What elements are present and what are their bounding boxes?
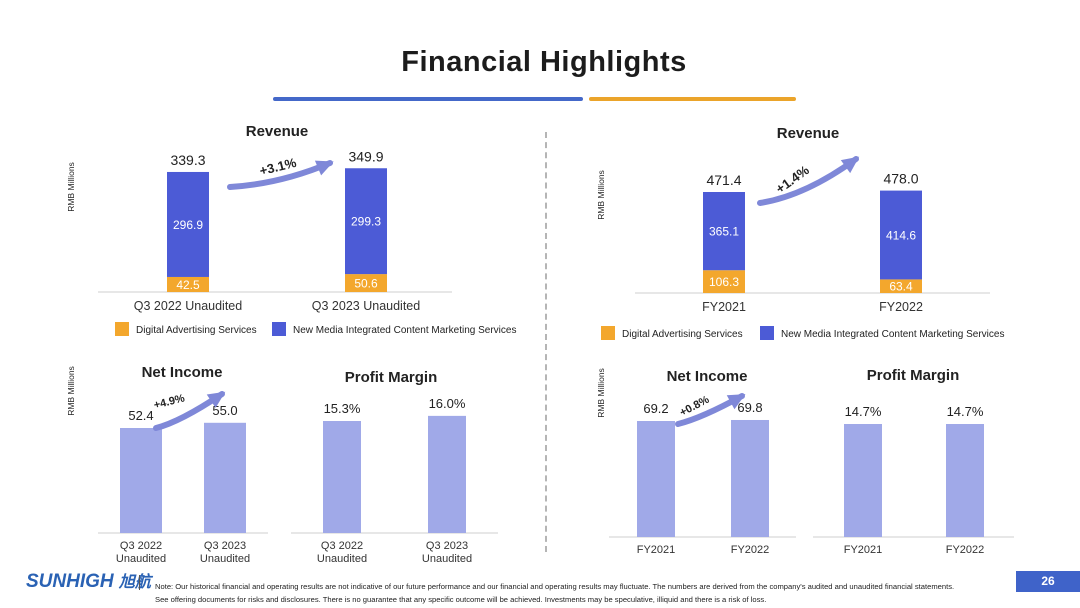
revenue-category-label: FY2022 [879,300,923,314]
revenue-digital-advertising-value: 50.6 [354,277,378,291]
legend-label-content-marketing: New Media Integrated Content Marketing S… [293,325,516,336]
legend-label-content-marketing: New Media Integrated Content Marketing S… [781,329,1004,340]
revenue-y-axis-label: RMB Millions [66,162,76,212]
revenue-total-label: 349.9 [348,148,383,164]
net-income-q3-value-label: 52.4 [128,408,153,423]
net-income-fy-category-label: FY2021 [637,544,676,556]
net-income-q3-growth-label: +4.9% [153,392,187,411]
revenue-category-label: FY2021 [702,300,746,314]
logo-chinese-text: 旭航 [118,574,151,591]
revenue-bar-content-marketing [880,190,922,280]
revenue-digital-advertising-value: 42.5 [176,278,200,292]
revenue-digital-advertising-value: 106.3 [709,275,739,289]
profit-margin-fy-value-label: 14.7% [845,404,882,419]
footer-note-line-2: See offering documents for risks and dis… [155,595,767,604]
net-income-q3-value-label: 55.0 [212,403,237,418]
profit-margin-q3-bar [428,415,466,533]
revenue-bar-digital-advertising [703,270,745,293]
revenue-content-marketing-value: 365.1 [709,225,739,239]
revenue-content-marketing-value: 296.9 [173,218,203,232]
revenue-category-label: Q3 2023 Unaudited [312,299,420,313]
revenue-growth-arrow-head [840,156,860,174]
net-income-fy-bar [637,421,675,537]
profit-margin-q3-category-label: Q3 2023 [426,540,468,552]
net-income-fy-value-label: 69.8 [737,400,762,415]
revenue-digital-advertising-value: 63.4 [889,280,913,294]
revenue-total-label: 478.0 [883,171,918,187]
revenue-bar-digital-advertising [167,276,209,292]
legend-label-digital-advertising: Digital Advertising Services [136,325,257,336]
profit-margin-fy-bar [946,424,984,537]
logo-text: SUNHIGH [26,571,114,592]
revenue-chart-title: Revenue [777,125,840,142]
revenue-category-label: Q3 2022 Unaudited [134,299,242,313]
profit-margin-fy-category-label: FY2022 [946,544,985,556]
net-income-fy-chart-title: Net Income [667,368,748,385]
net-income-q3-chart-title: Net Income [142,364,223,381]
net-income-q3-category-label: Q3 2022 [120,540,162,552]
section-divider [545,132,547,552]
company-logo: SUNHIGH 旭航 [26,568,151,593]
legend-swatch-digital-advertising [115,322,129,336]
revenue-bar-digital-advertising [345,274,387,292]
net-income-q3-growth-arrow-head [206,391,226,408]
profit-margin-q3-value-label: 15.3% [324,401,361,416]
footer-separator [139,575,140,590]
revenue-growth-arrow-head [314,160,334,176]
net-income-fy-y-axis-label: RMB Millions [596,368,606,418]
legend-label-digital-advertising: Digital Advertising Services [622,329,743,340]
net-income-fy-growth-arrow-head [726,394,746,410]
net-income-q3-category-label: Unaudited [116,553,166,565]
net-income-q3-bar [120,428,162,533]
profit-margin-fy-bar [844,424,882,537]
profit-margin-q3-value-label: 16.0% [429,396,466,411]
legend-swatch-digital-advertising [601,326,615,340]
net-income-q3-y-axis-label: RMB Millions [66,366,76,416]
title-underline-blue [273,97,583,101]
legend-swatch-content-marketing [760,326,774,340]
net-income-q3-category-label: Q3 2023 [204,540,246,552]
title-underline-orange [589,97,796,101]
legend-swatch-content-marketing [272,322,286,336]
net-income-fy-bar [731,419,769,537]
net-income-q3-category-label: Unaudited [200,553,250,565]
page-number: 26 [1016,571,1080,592]
revenue-chart-title: Revenue [246,123,309,140]
page-title: Financial Highlights [401,46,687,78]
profit-margin-q3-category-label: Unaudited [317,553,367,565]
revenue-content-marketing-value: 414.6 [886,229,916,243]
revenue-bar-content-marketing [345,168,387,275]
footer-note-line-1: Note: Our historical financial and opera… [155,582,955,591]
net-income-fy-category-label: FY2022 [731,544,770,556]
revenue-bar-digital-advertising [880,279,922,293]
revenue-total-label: 471.4 [706,172,741,188]
profit-margin-fy-chart-title: Profit Margin [867,367,960,384]
revenue-y-axis-label: RMB Millions [596,170,606,220]
net-income-q3-bar [204,422,246,533]
profit-margin-q3-category-label: Unaudited [422,553,472,565]
revenue-bar-content-marketing [703,192,745,271]
revenue-content-marketing-value: 299.3 [351,215,381,229]
profit-margin-fy-value-label: 14.7% [947,404,984,419]
revenue-total-label: 339.3 [170,152,205,168]
revenue-growth-arrow [757,156,859,206]
profit-margin-q3-chart-title: Profit Margin [345,369,438,386]
profit-margin-q3-bar [323,421,361,533]
profit-margin-q3-category-label: Q3 2022 [321,540,363,552]
net-income-fy-value-label: 69.2 [643,401,668,416]
profit-margin-fy-category-label: FY2021 [844,544,883,556]
revenue-bar-content-marketing [167,171,209,277]
